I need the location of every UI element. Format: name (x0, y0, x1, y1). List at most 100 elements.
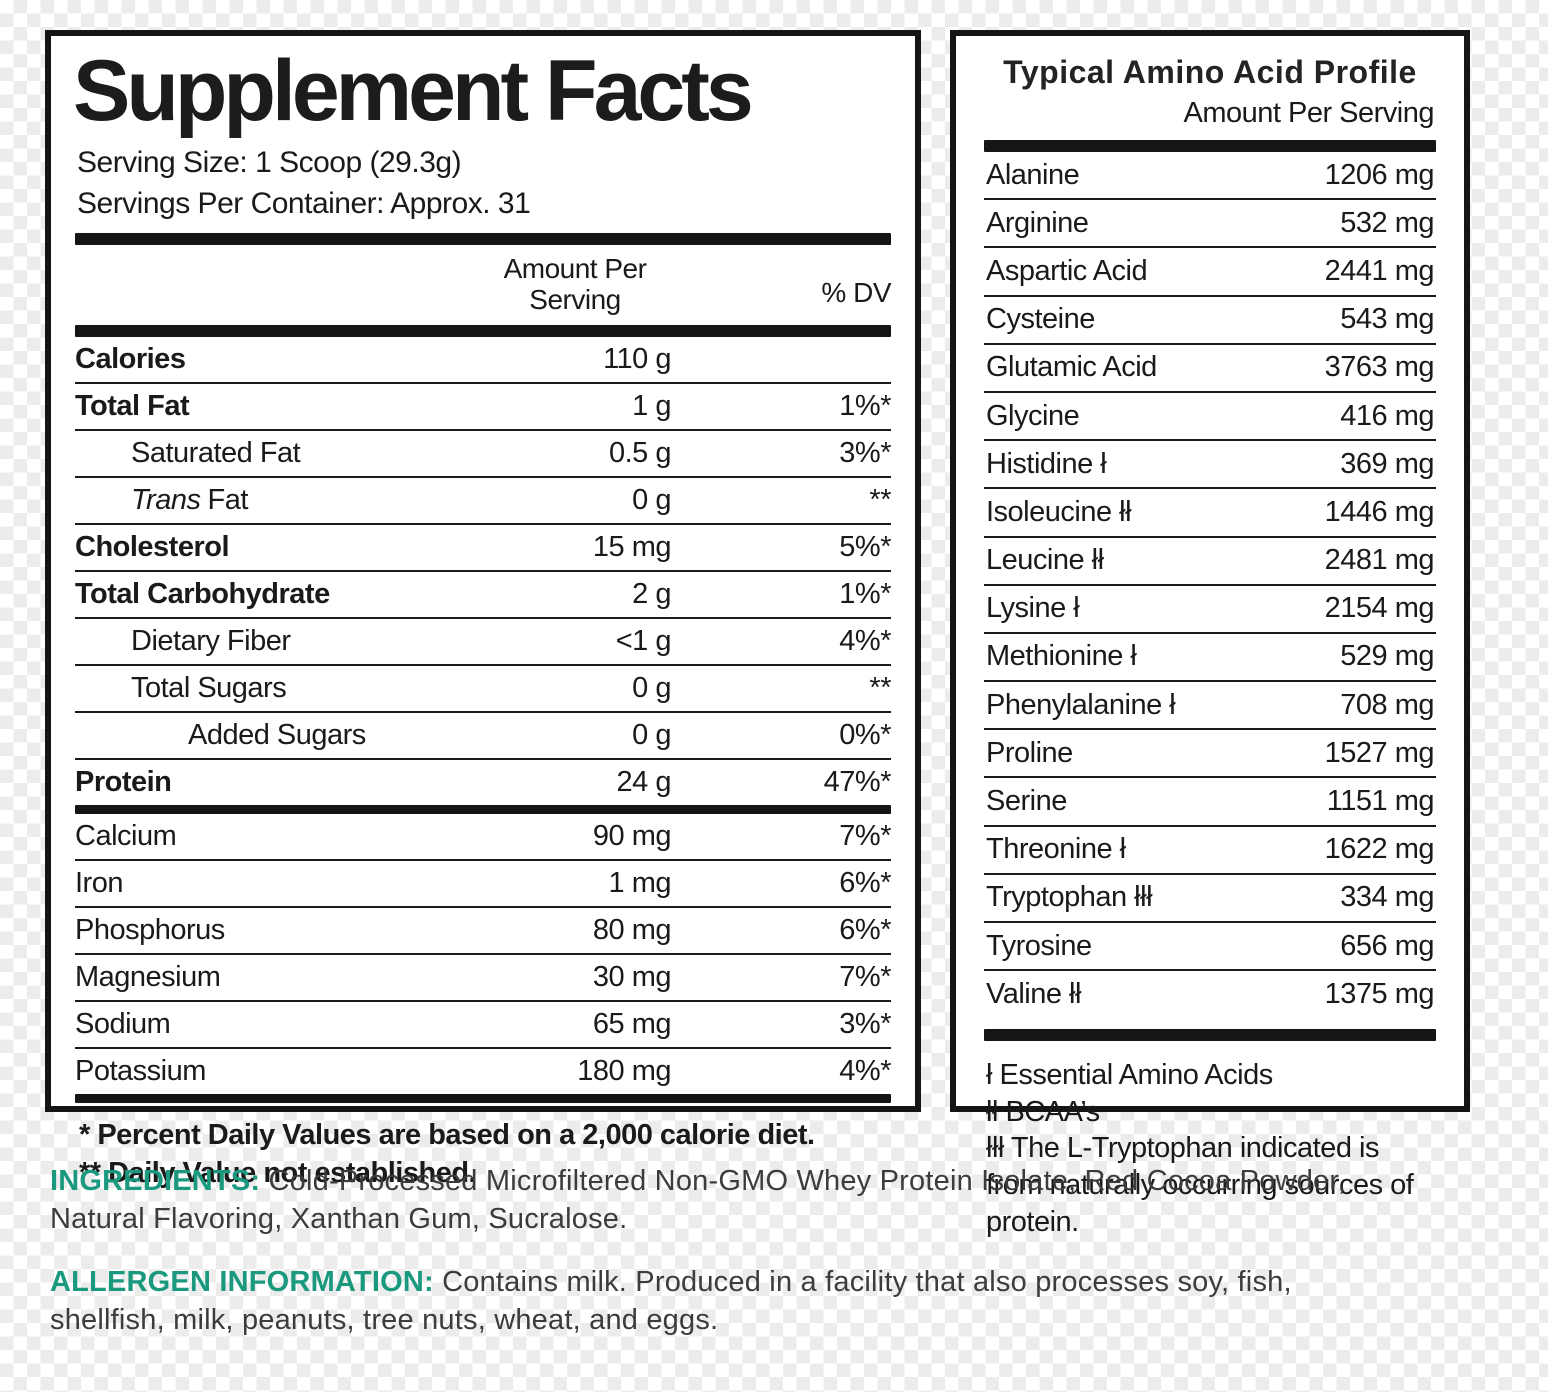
nutrient-name: Added Sugars (188, 719, 366, 752)
table-row-methionine: Methionine ł 529 mg (984, 634, 1436, 683)
amount-per-serving-header: Amount Per Serving (375, 253, 705, 316)
nutrient-dv: 3%* (839, 1008, 891, 1041)
amino-name: Histidine ł (986, 447, 1107, 480)
nutrient-dv: 1%* (839, 578, 891, 611)
amino-amount: 369 mg (1340, 447, 1434, 480)
amino-amount: 2441 mg (1324, 254, 1435, 287)
amino-name: Glycine (986, 399, 1080, 432)
nutrient-dv: 1%* (839, 390, 891, 423)
amino-amount: 708 mg (1340, 688, 1434, 721)
nutrient-amount: 24 g (616, 766, 672, 799)
amino-name: Methionine ł (986, 640, 1137, 673)
nutrient-amount: 90 mg (592, 820, 672, 853)
nutrient-amount: 30 mg (592, 961, 672, 994)
nutrient-amount: <1 g (615, 625, 672, 658)
amino-amount: 2154 mg (1324, 592, 1435, 625)
trans-italic-prefix: Trans (131, 484, 201, 517)
nutrient-dv: 3%* (839, 437, 891, 470)
nutrient-name: Protein (75, 766, 172, 799)
table-row-calcium: Calcium 90 mg 7%* (75, 814, 892, 862)
table-row-tyrosine: Tyrosine 656 mg (984, 923, 1436, 972)
amino-name: Tryptophan łłł (986, 881, 1153, 914)
table-row-tryptophan: Tryptophan łłł 334 mg (984, 875, 1436, 923)
table-row-threonine: Threonine ł 1622 mg (984, 827, 1436, 875)
amino-amount: 1446 mg (1324, 495, 1435, 528)
table-row-glutamic-acid: Glutamic Acid 3763 mg (984, 345, 1436, 393)
allergen-section: ALLERGEN INFORMATION: Contains milk. Pro… (50, 1264, 1410, 1339)
nutrient-dv: 47%* (823, 766, 892, 799)
legend-bcaa: łł BCAA’s (986, 1095, 1100, 1128)
nutrient-amount: 110 g (603, 343, 671, 376)
amino-acid-profile-panel: Typical Amino Acid Profile Amount Per Se… (950, 30, 1470, 1238)
nutrient-name: Potassium (75, 1055, 206, 1088)
table-row-cysteine: Cysteine 543 mg (984, 297, 1436, 345)
divider-bar (75, 1094, 891, 1104)
table-row-total-carbohydrate: Total Carbohydrate 2 g 1%* (75, 572, 892, 620)
nutrient-name: Magnesium (75, 961, 221, 994)
amino-name: Alanine (986, 158, 1080, 191)
nutrient-name: Calcium (75, 820, 177, 853)
divider-bar (984, 140, 1436, 152)
table-row-potassium: Potassium 180 mg 4%* (75, 1049, 892, 1094)
nutrient-rows-group: Calories 110 g Total Fat 1 g 1%* Saturat… (75, 337, 892, 805)
amino-amount: 532 mg (1340, 206, 1434, 239)
mineral-rows-group: Calcium 90 mg 7%* Iron 1 mg 6%* Phosphor… (75, 814, 892, 1094)
nutrient-name: Sodium (75, 1008, 171, 1041)
divider-bar (75, 325, 891, 338)
divider-bar (75, 805, 891, 815)
nutrient-dv: 6%* (839, 914, 891, 947)
divider-bar (75, 232, 891, 245)
amino-amount: 656 mg (1340, 929, 1434, 962)
amino-name: Aspartic Acid (986, 254, 1148, 287)
amino-name: Isoleucine łł (986, 495, 1132, 528)
amino-amount: 1151 mg (1326, 785, 1435, 818)
table-row-proline: Proline 1527 mg (984, 730, 1436, 779)
amino-amount: 334 mg (1340, 881, 1434, 914)
nutrient-dv: 6%* (839, 867, 891, 900)
table-row-magnesium: Magnesium 30 mg 7%* (75, 955, 892, 1003)
table-row-serine: Serine 1151 mg (984, 778, 1436, 827)
amino-name: Lysine ł (986, 592, 1080, 625)
amino-name: Proline (986, 736, 1073, 769)
nutrient-dv: ** (869, 484, 891, 517)
amino-amount: 416 mg (1340, 399, 1434, 432)
nutrient-name: Total Fat (75, 390, 190, 423)
amino-name: Phenylalanine ł (986, 688, 1176, 721)
table-row-iron: Iron 1 mg 6%* (75, 861, 892, 909)
nutrient-amount: 1 g (632, 390, 671, 423)
amino-amount: 3763 mg (1324, 351, 1435, 384)
legend-essential: ł Essential Amino Acids (986, 1059, 1273, 1092)
footnote-not-established: ** Daily Value not established. (79, 1156, 477, 1189)
nutrient-amount: 15 mg (592, 531, 672, 564)
amino-profile-title: Typical Amino Acid Profile (1003, 54, 1417, 90)
amino-amount: 1206 mg (1324, 158, 1435, 191)
nutrient-dv: ** (869, 672, 891, 705)
allergen-label: ALLERGEN INFORMATION: (50, 1266, 434, 1298)
amino-name: Threonine ł (986, 833, 1126, 866)
table-row-arginine: Arginine 532 mg (984, 200, 1436, 249)
amino-name: Glutamic Acid (986, 351, 1157, 384)
table-row-trans-fat: Trans Fat 0 g ** (75, 478, 892, 526)
nutrient-name: Dietary Fiber (131, 625, 291, 658)
table-row-calories: Calories 110 g (75, 337, 891, 385)
nutrient-amount: 80 mg (592, 914, 672, 947)
table-row-histidine: Histidine ł 369 mg (984, 441, 1436, 490)
table-row-lysine: Lysine ł 2154 mg (984, 586, 1436, 634)
table-row-total-fat: Total Fat 1 g 1%* (75, 384, 892, 432)
table-row-leucine: Leucine łł 2481 mg (984, 538, 1436, 586)
percent-dv-header: % DV (821, 277, 891, 309)
nutrient-name: Phosphorus (75, 914, 225, 947)
amount-header-line1: Amount Per (503, 252, 647, 284)
amino-name: Valine łł (986, 977, 1081, 1010)
table-row-isoleucine: Isoleucine łł 1446 mg (984, 489, 1436, 538)
table-row-saturated-fat: Saturated Fat 0.5 g 3%* (75, 431, 892, 479)
table-row-cholesterol: Cholesterol 15 mg 5%* (75, 525, 892, 573)
table-row-valine: Valine łł 1375 mg (984, 971, 1436, 1017)
table-row-alanine: Alanine 1206 mg (984, 152, 1436, 201)
ingredients-text: Cold-Processed Microfiltered Non-GMO Whe… (50, 1165, 1346, 1235)
table-row-aspartic-acid: Aspartic Acid 2441 mg (984, 248, 1436, 297)
nutrient-dv: 4%* (839, 625, 891, 658)
nutrient-amount: 0.5 g (609, 437, 672, 470)
amino-name: Serine (986, 785, 1067, 818)
amino-amount: 1527 mg (1324, 736, 1435, 769)
